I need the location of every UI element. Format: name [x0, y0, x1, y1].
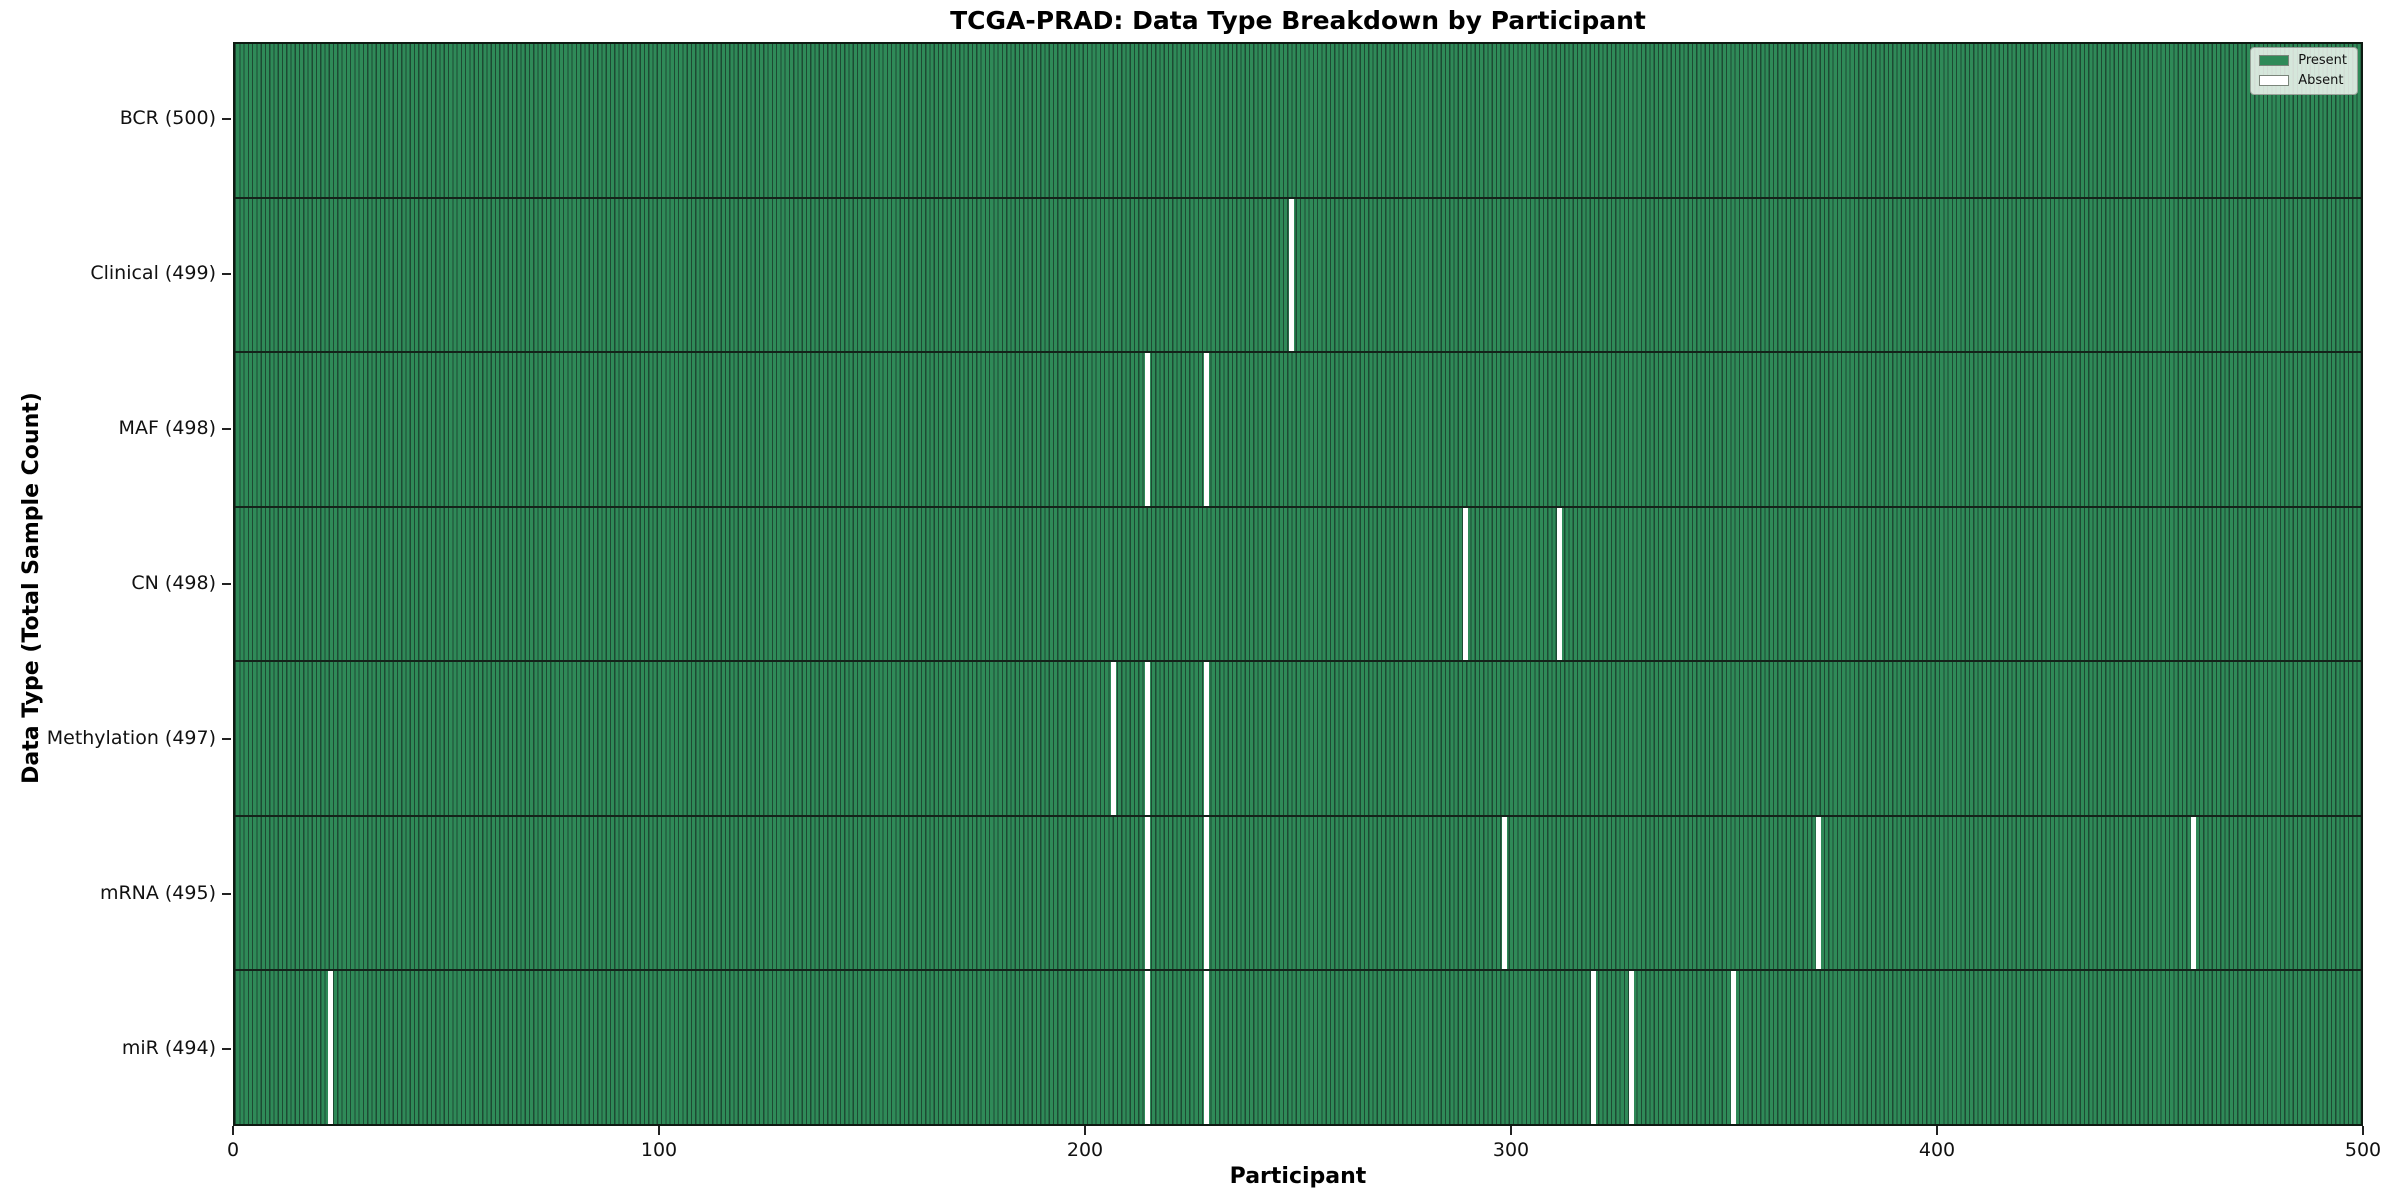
absent-gap [1204, 816, 1210, 970]
x-tick-label: 500 [2344, 1139, 2382, 1161]
x-tick-label: 0 [226, 1139, 240, 1161]
legend-entry-absent: Absent [2259, 73, 2347, 88]
y-tick-mark [222, 583, 231, 585]
y-tick-label-bcr: BCR (500) [119, 107, 216, 130]
chart-title: TCGA-PRAD: Data Type Breakdown by Partic… [950, 6, 1646, 35]
absent-gap [1591, 971, 1596, 1125]
legend: Present Absent [2250, 47, 2358, 95]
x-tick-label: 400 [1918, 1139, 1956, 1161]
absent-gap [1289, 198, 1295, 352]
absent-gap [2190, 816, 2196, 970]
x-tick-mark [1510, 1126, 1512, 1135]
y-tick-mark [222, 273, 231, 276]
x-tick-label: 300 [1492, 1139, 1530, 1161]
y-tick-label-mir: miR (494) [121, 1036, 216, 1059]
absent-gap [1816, 816, 1822, 970]
heatmap-row-cn [235, 505, 2361, 661]
heatmap-row-mir [235, 969, 2361, 1125]
x-axis-label: Participant [1229, 1164, 1367, 1189]
heatmap-row-mrna [235, 814, 2361, 970]
y-tick-mark [222, 118, 231, 121]
heatmap-row-bcr [235, 44, 2361, 197]
y-tick-label-mrna: mRNA (495) [99, 881, 216, 904]
plot-area [233, 42, 2363, 1126]
y-tick-mark [222, 737, 231, 740]
legend-label: Absent [2298, 73, 2344, 88]
absent-gap [1501, 816, 1507, 970]
absent-gap [1629, 971, 1635, 1125]
absent-gap [328, 971, 334, 1125]
absent-gap [1144, 662, 1150, 815]
legend-entry-present: Present [2259, 53, 2347, 68]
x-tick-mark [232, 1126, 234, 1135]
x-tick-label: 100 [640, 1139, 678, 1161]
heatmap-row-clinical [235, 196, 2361, 352]
absent-gap [1731, 971, 1737, 1125]
y-tick-label-maf: MAF (498) [118, 417, 216, 440]
absent-gap [1204, 662, 1210, 815]
y-tick-label-methylation: Methylation (497) [46, 726, 216, 749]
absent-gap [1463, 507, 1469, 661]
y-tick-mark [222, 428, 231, 431]
x-tick-mark [1084, 1126, 1086, 1135]
y-tick-mark [222, 892, 231, 895]
absent-gap [1556, 507, 1562, 661]
y-tick-mark [222, 1047, 231, 1050]
heatmap-row-maf [235, 351, 2361, 506]
y-tick-label-cn: CN (498) [131, 571, 216, 594]
x-tick-mark [658, 1126, 660, 1135]
y-axis-label: Data Type (Total Sample Count) [19, 392, 44, 784]
x-tick-mark [2362, 1126, 2364, 1135]
absent-gap [1144, 971, 1150, 1125]
absent-gap [1204, 971, 1210, 1125]
absent-gap [1144, 353, 1150, 506]
legend-swatch-icon [2259, 75, 2290, 86]
legend-swatch-icon [2259, 55, 2290, 66]
x-tick-mark [1936, 1126, 1938, 1135]
heatmap-row-methylation [235, 660, 2361, 815]
absent-gap [1204, 353, 1210, 506]
absent-gap [1144, 816, 1150, 970]
absent-gap [1110, 662, 1116, 815]
x-tick-label: 200 [1066, 1139, 1104, 1161]
legend-label: Present [2298, 53, 2347, 68]
y-tick-label-clinical: Clinical (499) [90, 262, 216, 285]
